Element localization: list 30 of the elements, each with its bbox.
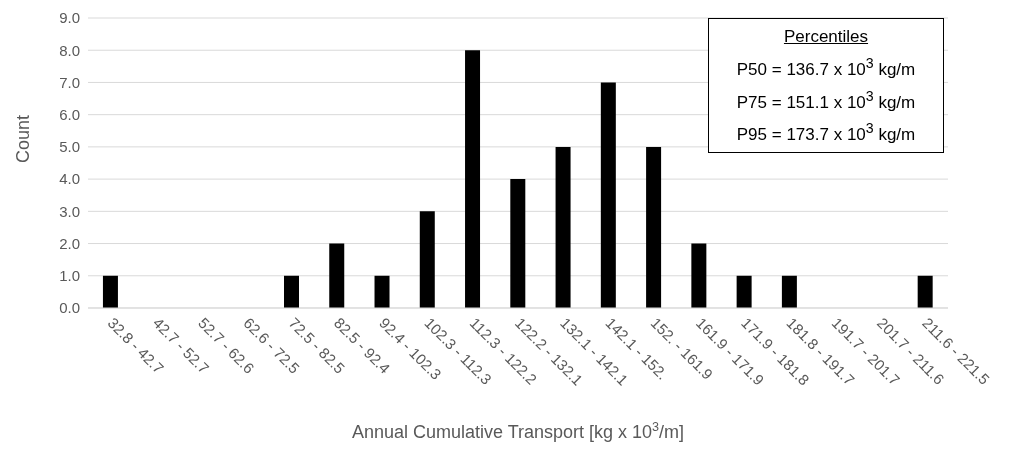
annotation: P75 = 151.1 x 10$^{3}$ kg/m (735, 86, 917, 114)
bar (374, 275, 390, 308)
annotation: P50 = 136.7 x 10$^{3}$ kg/m (735, 54, 917, 81)
bar (691, 243, 707, 308)
bar (555, 146, 571, 308)
y-tick-label: 6.0 (59, 105, 80, 123)
y-tick-label: 3.0 (59, 202, 80, 220)
bar (283, 275, 299, 308)
bar (646, 146, 662, 308)
y-tick-label: 9.0 (59, 9, 80, 27)
annotation: P95 = 173.7 x 10$^{3}$ kg/m (735, 119, 917, 146)
bar (102, 275, 118, 308)
y-tick-label: 8.0 (59, 41, 80, 59)
bar (419, 211, 435, 308)
annotation: Percentiles (782, 26, 870, 48)
y-tick-label: 2.0 (59, 234, 80, 252)
y-tick-label: 5.0 (59, 138, 80, 156)
bar (465, 50, 481, 308)
bar (600, 82, 616, 308)
bar (917, 275, 933, 308)
y-tick-label: 1.0 (59, 267, 80, 285)
bar (510, 179, 526, 308)
y-tick-label: 0.0 (59, 299, 80, 317)
bar (736, 275, 752, 308)
y-axis-title: Count (13, 114, 34, 163)
y-tick-label: 4.0 (59, 170, 80, 188)
x-axis-title: Annual Cumulative Transport [kg x 10$^{3}$/m] (351, 420, 685, 442)
bar (781, 275, 797, 308)
bar (329, 243, 345, 308)
y-tick-label: 7.0 (59, 73, 80, 91)
